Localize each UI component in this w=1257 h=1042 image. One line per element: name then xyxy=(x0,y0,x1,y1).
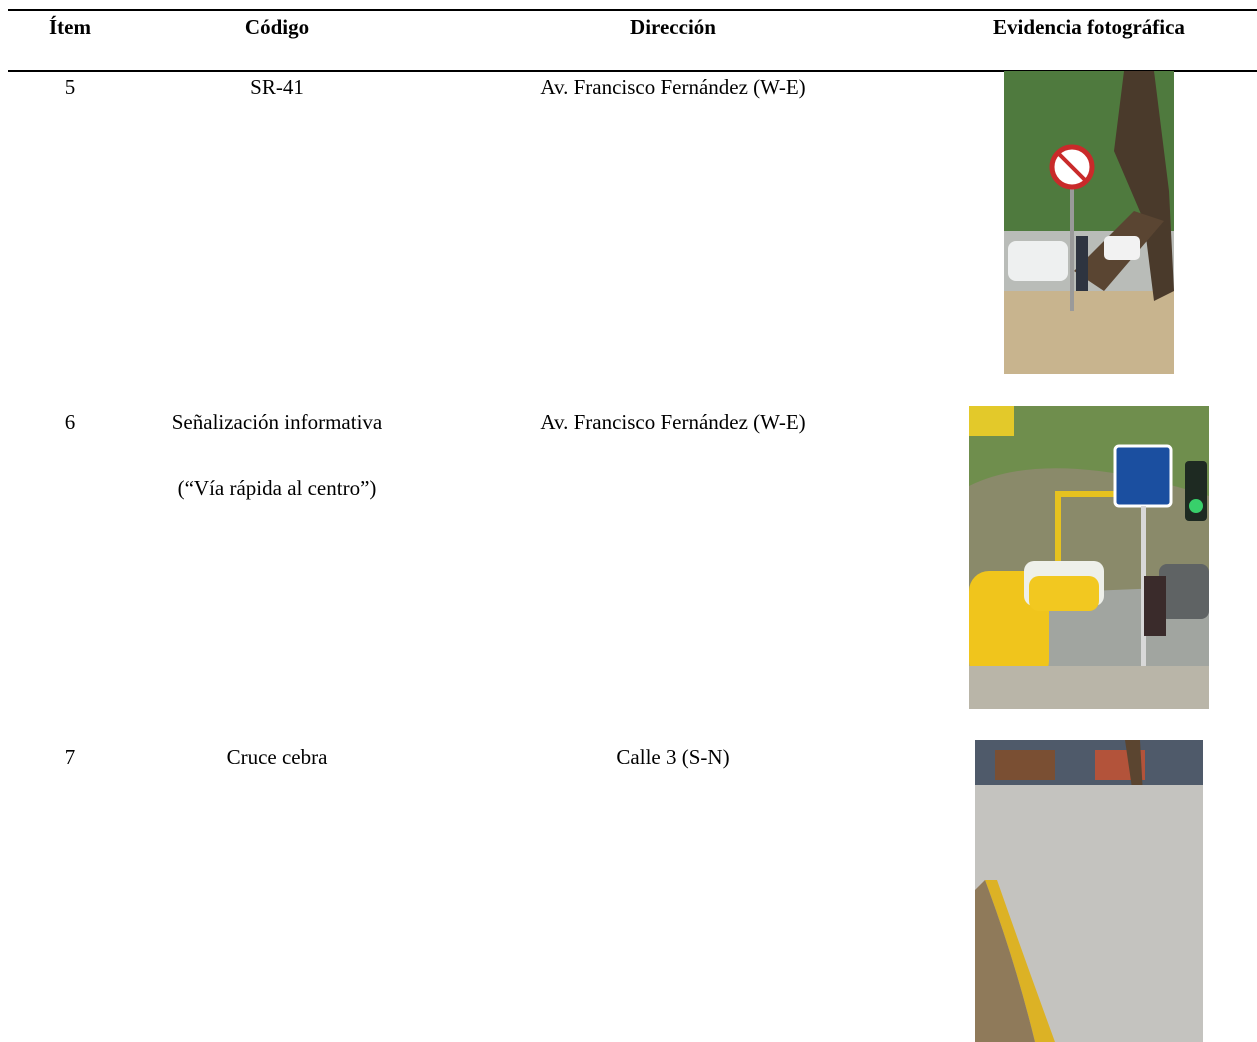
header-cell: Dirección xyxy=(630,15,716,39)
header-cell: Código xyxy=(244,15,310,39)
photo xyxy=(975,740,1203,1042)
code-cell: Señalización informativa xyxy=(171,410,383,434)
address-cell: Av. Francisco Fernández (W-E) xyxy=(540,75,806,99)
top-rule xyxy=(8,9,1257,11)
address-cell: Calle 3 (S-N) xyxy=(616,745,730,769)
item-cell: 6 xyxy=(64,410,76,434)
code-cell: SR-41 xyxy=(250,75,304,99)
code-cell: Cruce cebra xyxy=(226,745,328,769)
item-cell: 7 xyxy=(64,745,76,769)
photo xyxy=(969,406,1209,709)
header-rule xyxy=(8,70,1257,72)
photo xyxy=(1004,71,1174,374)
header-cell: Evidencia fotográfica xyxy=(993,15,1185,39)
code-cell: (“Vía rápida al centro”) xyxy=(177,476,377,500)
header-cell: Ítem xyxy=(49,15,91,39)
item-cell: 5 xyxy=(64,75,76,99)
address-cell: Av. Francisco Fernández (W-E) xyxy=(540,410,806,434)
